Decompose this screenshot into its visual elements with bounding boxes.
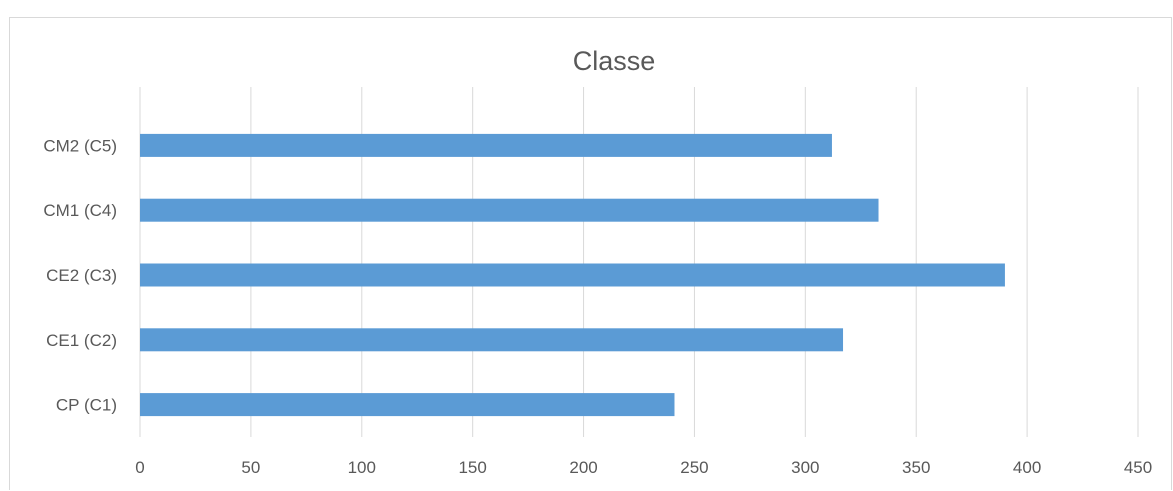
bar (140, 328, 844, 352)
category-label: CP (C1) (56, 396, 117, 415)
bars (140, 133, 1005, 417)
bar (140, 198, 879, 222)
x-tick-label: 250 (680, 458, 708, 477)
category-label: CM2 (C5) (43, 136, 117, 155)
x-tick-label: 450 (1124, 458, 1152, 477)
bar (140, 133, 832, 157)
category-label: CM1 (C4) (43, 201, 117, 220)
category-labels: CP (C1) CE1 (C2) CE2 (C3) CM1 (C4) CM2 (C5) (43, 136, 117, 414)
x-tick-label: 200 (569, 458, 597, 477)
bar (140, 263, 1005, 287)
x-tick-label: 50 (241, 458, 260, 477)
x-tick-label: 400 (1013, 458, 1041, 477)
x-tick-label: 150 (458, 458, 486, 477)
x-tick-label: 350 (902, 458, 930, 477)
category-label: CE2 (C3) (46, 266, 117, 285)
chart-title: Classe (573, 46, 656, 76)
category-label: CE1 (C2) (46, 331, 117, 350)
x-tick-labels: 0 50 100 150 200 250 300 350 400 450 (135, 458, 1152, 477)
x-tick-label: 100 (348, 458, 376, 477)
x-tick-label: 0 (135, 458, 144, 477)
bar (140, 393, 675, 417)
x-tick-label: 300 (791, 458, 819, 477)
